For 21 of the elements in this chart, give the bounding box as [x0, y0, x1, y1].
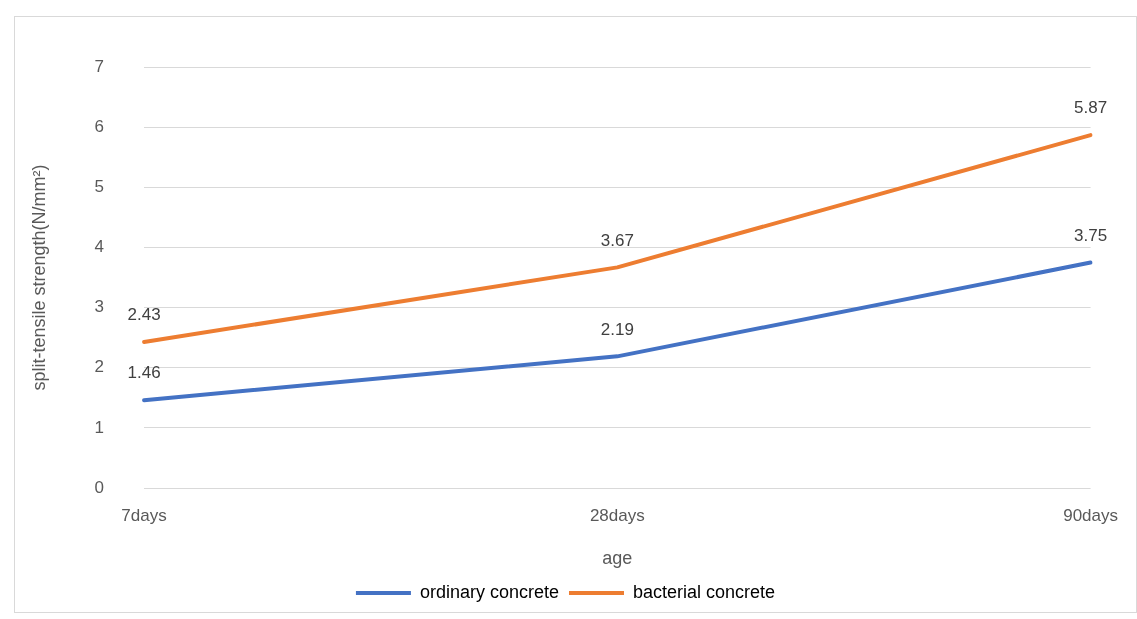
legend-label: bacterial concrete [633, 581, 776, 602]
data-label: 2.43 [127, 305, 161, 325]
data-label: 3.75 [1074, 225, 1108, 245]
data-label: 3.67 [600, 230, 634, 250]
legend-label: ordinary concrete [419, 581, 560, 602]
x-tick-label: 7days [121, 505, 167, 525]
data-label: 1.46 [127, 363, 161, 383]
x-axis-title: age [602, 548, 633, 569]
y-tick-label: 2 [94, 357, 105, 377]
y-tick-label: 7 [94, 56, 105, 76]
y-tick-label: 1 [94, 417, 105, 437]
data-label: 5.87 [1074, 98, 1108, 118]
y-tick-label: 6 [94, 117, 105, 136]
x-tick-label: 28days [589, 505, 645, 525]
y-tick-label: 4 [94, 237, 105, 257]
y-axis-title: split-tensile strength(N/mm²) [28, 164, 49, 391]
y-tick-label: 5 [94, 177, 105, 197]
y-tick-label: 0 [94, 477, 105, 497]
y-tick-label: 3 [94, 297, 105, 317]
data-label: 2.19 [600, 319, 634, 339]
x-tick-label: 90days [1063, 505, 1118, 525]
